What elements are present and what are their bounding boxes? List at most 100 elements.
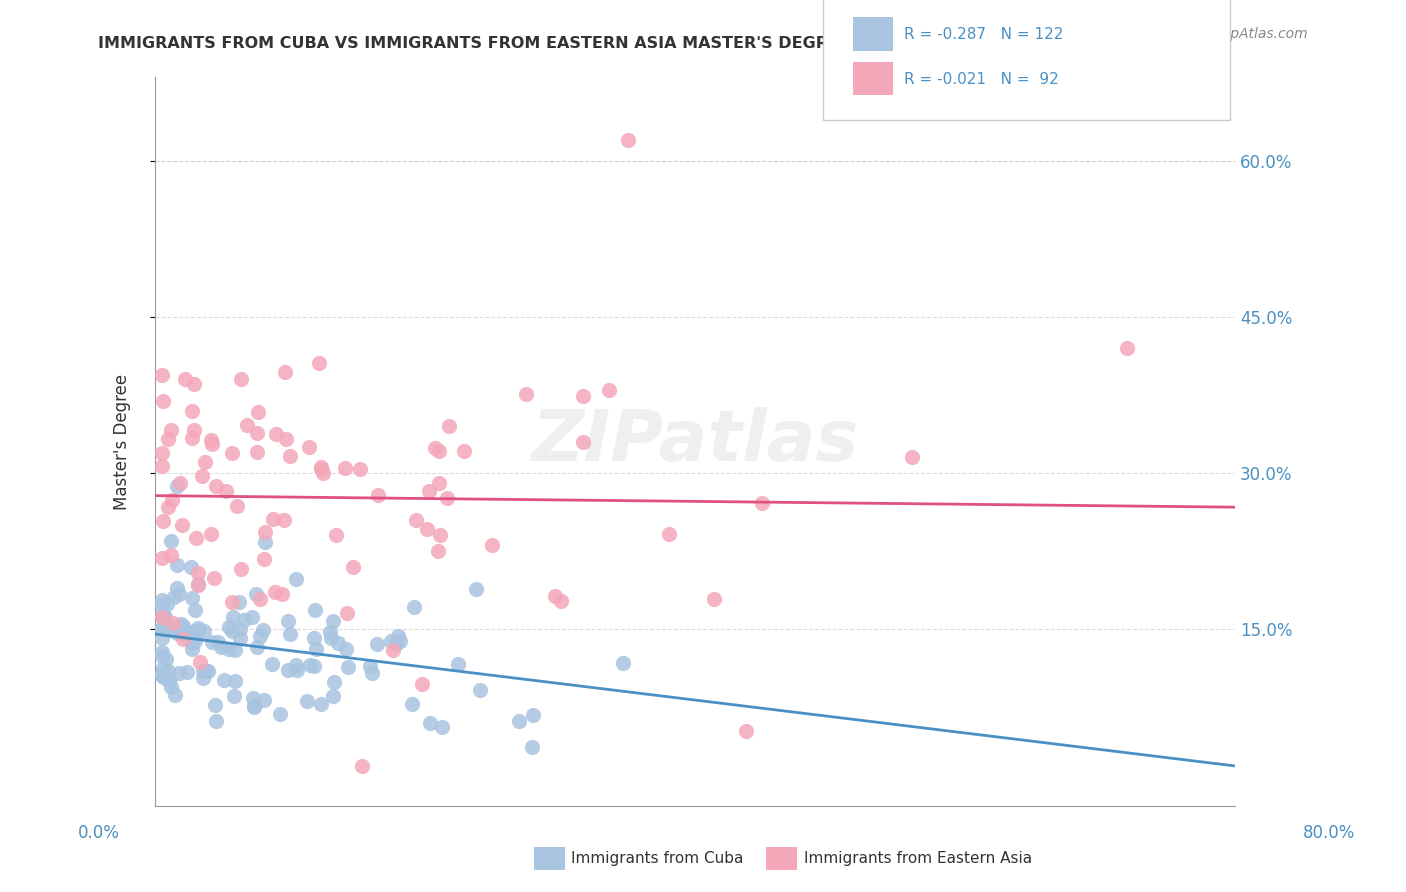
Point bbox=[201, 634, 224, 648]
Point bbox=[152, 394, 174, 409]
Point bbox=[453, 444, 475, 458]
Point bbox=[367, 487, 389, 501]
Point bbox=[169, 476, 191, 491]
Point bbox=[166, 581, 188, 595]
Point bbox=[183, 624, 205, 639]
Point bbox=[278, 627, 301, 641]
Point bbox=[387, 629, 409, 643]
Point bbox=[172, 632, 194, 646]
Point bbox=[184, 634, 207, 648]
Point bbox=[335, 460, 357, 475]
Point bbox=[419, 716, 441, 731]
Point bbox=[246, 640, 269, 655]
Point bbox=[262, 512, 284, 526]
Point bbox=[191, 665, 214, 679]
Point bbox=[703, 591, 725, 606]
Point bbox=[270, 587, 292, 601]
Text: 80.0%: 80.0% bbox=[1302, 824, 1355, 842]
Point bbox=[218, 642, 240, 657]
Point bbox=[616, 133, 638, 147]
Point bbox=[308, 356, 330, 370]
Point bbox=[242, 691, 264, 706]
Point bbox=[254, 524, 277, 539]
Point bbox=[240, 610, 263, 624]
Point bbox=[382, 642, 405, 657]
Point bbox=[229, 632, 252, 646]
Point bbox=[187, 566, 209, 581]
Point bbox=[167, 587, 190, 601]
Point bbox=[166, 479, 188, 493]
Point bbox=[900, 450, 922, 464]
Point bbox=[181, 404, 204, 418]
Point bbox=[191, 672, 214, 686]
Point bbox=[200, 434, 222, 448]
Point bbox=[401, 697, 423, 711]
Point bbox=[153, 610, 176, 624]
Point bbox=[187, 578, 209, 592]
Point bbox=[285, 663, 308, 677]
Point bbox=[229, 562, 252, 576]
Point bbox=[181, 591, 204, 606]
Point bbox=[312, 467, 335, 481]
Point bbox=[152, 608, 174, 623]
Point bbox=[598, 383, 620, 397]
Point bbox=[336, 606, 359, 620]
Point bbox=[285, 572, 308, 586]
Point bbox=[150, 446, 173, 460]
Point bbox=[430, 720, 453, 734]
Point bbox=[544, 590, 567, 604]
Point bbox=[305, 642, 328, 657]
Point bbox=[228, 595, 250, 609]
Point bbox=[515, 387, 537, 401]
Point bbox=[302, 631, 325, 645]
Point bbox=[481, 537, 503, 551]
Point bbox=[207, 635, 229, 649]
Point bbox=[150, 667, 173, 681]
Point bbox=[385, 637, 408, 651]
Point bbox=[204, 479, 226, 493]
Point bbox=[215, 483, 238, 498]
Text: Immigrants from Eastern Asia: Immigrants from Eastern Asia bbox=[804, 851, 1032, 865]
Point bbox=[274, 432, 297, 446]
Point bbox=[157, 664, 180, 678]
Point bbox=[427, 444, 450, 458]
Point bbox=[228, 622, 250, 636]
Point bbox=[612, 656, 634, 670]
Point bbox=[222, 609, 245, 624]
Text: IMMIGRANTS FROM CUBA VS IMMIGRANTS FROM EASTERN ASIA MASTER'S DEGREE CORRELATION: IMMIGRANTS FROM CUBA VS IMMIGRANTS FROM … bbox=[98, 36, 1047, 51]
Point bbox=[181, 636, 204, 650]
Point bbox=[572, 435, 595, 450]
Text: 0.0%: 0.0% bbox=[77, 824, 120, 842]
Point bbox=[246, 405, 269, 419]
Point bbox=[181, 431, 204, 445]
Point bbox=[418, 483, 440, 498]
Point bbox=[155, 651, 177, 665]
Point bbox=[218, 620, 240, 634]
Point bbox=[224, 673, 246, 688]
Point bbox=[150, 610, 173, 624]
Point bbox=[160, 533, 183, 548]
Point bbox=[751, 496, 773, 510]
Point bbox=[550, 594, 572, 608]
Point bbox=[172, 619, 194, 633]
Point bbox=[209, 640, 232, 654]
Point bbox=[157, 432, 180, 446]
Point bbox=[150, 623, 173, 637]
Point bbox=[170, 518, 193, 533]
Point bbox=[236, 417, 259, 432]
Point bbox=[522, 740, 544, 755]
Point bbox=[194, 455, 217, 469]
Point bbox=[152, 670, 174, 684]
Point bbox=[242, 700, 264, 714]
Point bbox=[735, 724, 758, 739]
Point bbox=[277, 614, 299, 628]
Text: ZIPatlas: ZIPatlas bbox=[531, 407, 859, 476]
Point bbox=[150, 592, 173, 607]
Point bbox=[359, 659, 381, 673]
Point bbox=[225, 499, 247, 513]
Point bbox=[173, 372, 195, 386]
Point bbox=[245, 586, 267, 600]
Point bbox=[184, 531, 207, 545]
Point bbox=[224, 643, 246, 657]
Point bbox=[264, 427, 287, 442]
